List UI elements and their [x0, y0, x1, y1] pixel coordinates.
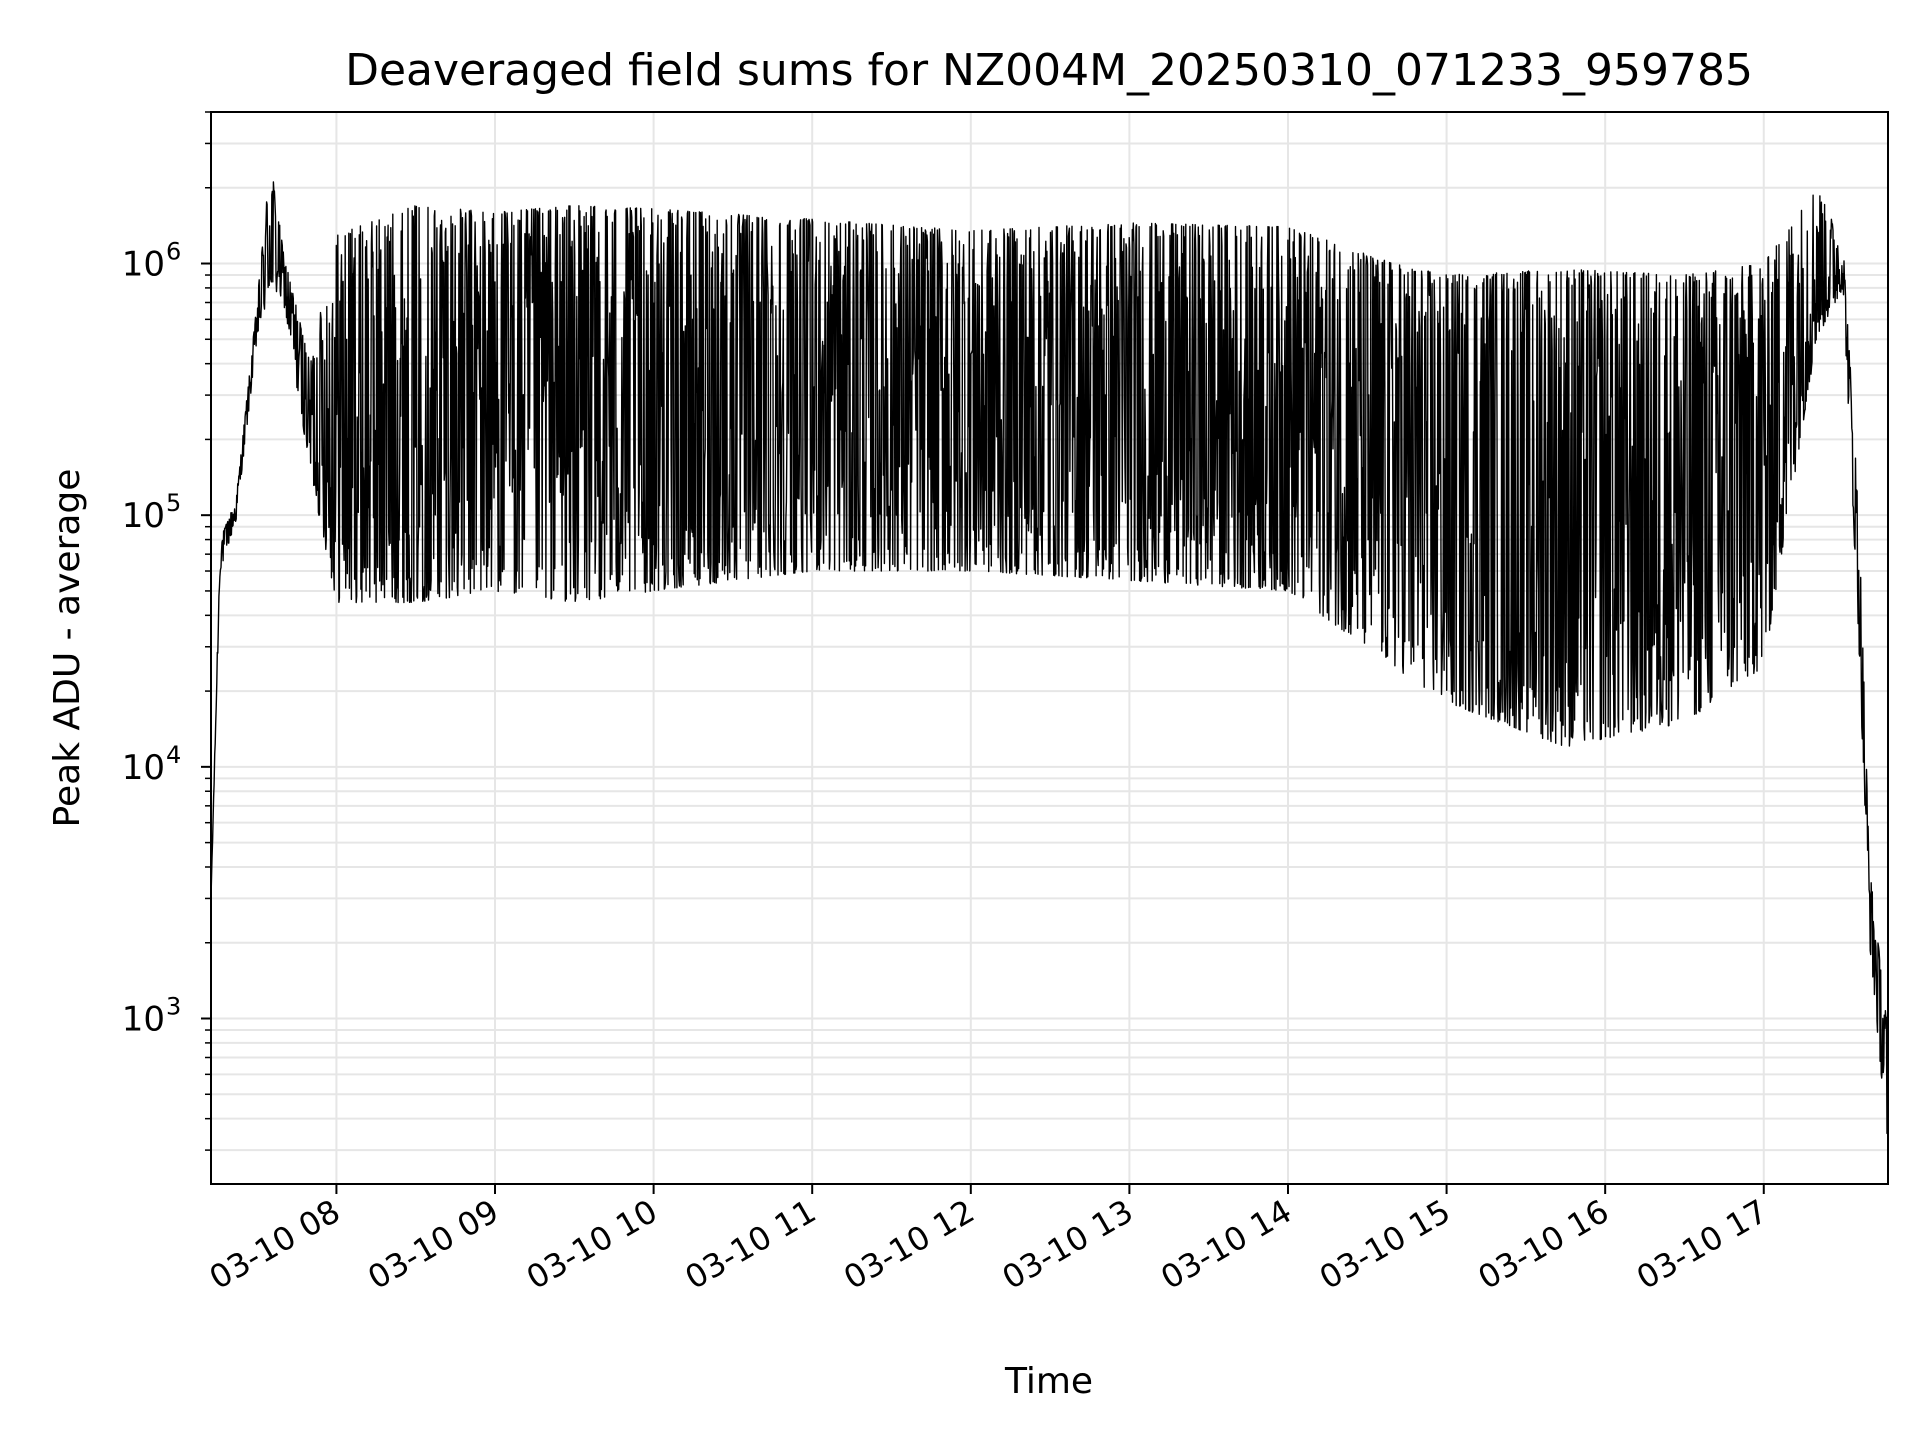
y-tick-label: 10: [122, 748, 165, 788]
chart-title: Deaveraged field sums for NZ004M_2025031…: [345, 45, 1753, 96]
y-tick-label: 10: [122, 245, 165, 285]
y-tick-exponent: 3: [166, 993, 181, 1021]
y-axis-label: Peak ADU - average: [47, 469, 88, 828]
plot-frame: [210, 111, 1889, 1185]
y-tick-exponent: 6: [166, 238, 181, 266]
y-tick-label: 10: [122, 496, 165, 536]
x-axis-label: Time: [1004, 1361, 1093, 1402]
series-line: [211, 181, 1888, 1135]
y-tick-label: 10: [122, 1000, 165, 1040]
y-tick-exponent: 5: [166, 489, 181, 517]
series-path: [211, 181, 1888, 1135]
y-tick-exponent: 4: [166, 741, 181, 769]
